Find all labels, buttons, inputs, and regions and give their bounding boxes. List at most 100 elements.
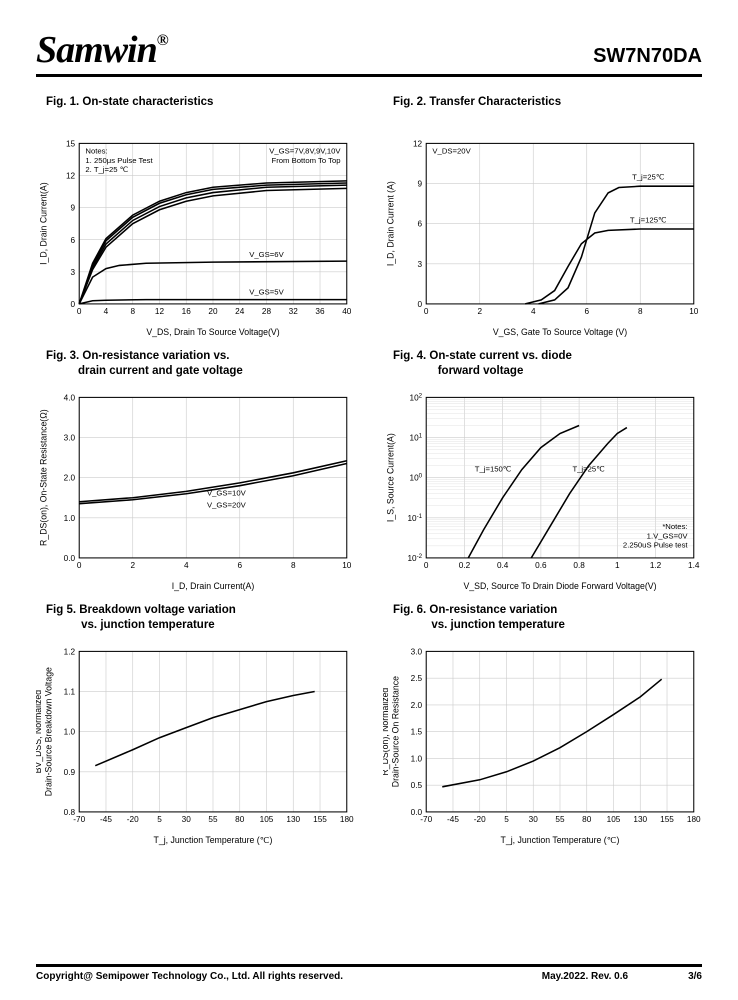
fig-6: Fig. 6. On-resistance variation vs. junc…	[383, 603, 702, 849]
svg-text:30: 30	[182, 815, 192, 824]
svg-text:130: 130	[286, 815, 300, 824]
svg-text:4: 4	[104, 307, 109, 316]
fig-4-chart: 00.20.40.60.811.21.410-210-1100101102V_S…	[383, 385, 702, 595]
svg-text:BV_DSS, NormalizedDrain-Source: BV_DSS, NormalizedDrain-Source Breakdown…	[36, 667, 53, 796]
svg-text:15: 15	[66, 139, 76, 148]
svg-text:0.5: 0.5	[411, 781, 423, 790]
svg-text:Notes:: Notes:	[85, 147, 107, 156]
svg-text:From Bottom To Top: From Bottom To Top	[272, 156, 341, 165]
svg-text:1: 1	[615, 561, 620, 570]
registered-mark: ®	[157, 32, 168, 49]
svg-text:4: 4	[531, 307, 536, 316]
svg-text:0: 0	[77, 307, 82, 316]
svg-text:V_DS=20V: V_DS=20V	[432, 147, 471, 156]
svg-text:3.0: 3.0	[411, 647, 423, 656]
svg-text:0: 0	[424, 561, 429, 570]
page-header: Samwin® SW7N70DA	[36, 28, 702, 77]
svg-text:1.0: 1.0	[64, 514, 76, 523]
svg-text:V_GS=7V,8V,9V,10V: V_GS=7V,8V,9V,10V	[269, 147, 341, 156]
fig-1-title: Fig. 1. On-state characteristics	[36, 95, 355, 125]
svg-text:*Notes:: *Notes:	[662, 522, 687, 531]
svg-text:10-1: 10-1	[407, 512, 422, 523]
svg-text:1.1: 1.1	[64, 688, 76, 697]
svg-text:6: 6	[584, 307, 589, 316]
svg-text:105: 105	[260, 815, 274, 824]
svg-text:V_GS=5V: V_GS=5V	[249, 287, 284, 296]
svg-text:0.4: 0.4	[497, 561, 509, 570]
svg-text:1.0: 1.0	[411, 754, 423, 763]
svg-text:-20: -20	[127, 815, 139, 824]
fig-2: Fig. 2. Transfer Characteristics 0246810…	[383, 95, 702, 341]
svg-text:3: 3	[418, 260, 423, 269]
svg-text:T_j, Junction Temperature (℃): T_j, Junction Temperature (℃)	[501, 835, 620, 845]
svg-text:6: 6	[71, 236, 76, 245]
svg-text:I_D, Drain Current(A): I_D, Drain Current(A)	[172, 581, 255, 591]
svg-text:102: 102	[410, 392, 423, 403]
svg-text:I_D, Drain Current (A): I_D, Drain Current (A)	[385, 181, 395, 266]
svg-text:2.250uS Pulse test: 2.250uS Pulse test	[623, 541, 689, 550]
svg-text:10: 10	[342, 561, 352, 570]
svg-text:1.4: 1.4	[688, 561, 700, 570]
svg-text:0: 0	[424, 307, 429, 316]
svg-text:8: 8	[130, 307, 135, 316]
svg-text:2.0: 2.0	[64, 474, 76, 483]
svg-text:2.0: 2.0	[411, 701, 423, 710]
svg-text:100: 100	[410, 472, 423, 483]
svg-text:I_S, Source Current(A): I_S, Source Current(A)	[385, 433, 395, 522]
svg-text:1.5: 1.5	[411, 728, 423, 737]
svg-text:0.0: 0.0	[411, 808, 423, 817]
svg-text:1.2: 1.2	[64, 647, 76, 656]
svg-text:28: 28	[262, 307, 272, 316]
svg-text:20: 20	[208, 307, 218, 316]
svg-text:24: 24	[235, 307, 245, 316]
svg-text:8: 8	[291, 561, 296, 570]
svg-text:-20: -20	[474, 815, 486, 824]
brand-text: Samwin	[36, 29, 157, 71]
svg-text:0.0: 0.0	[64, 554, 76, 563]
svg-text:T_j, Junction Temperature (℃): T_j, Junction Temperature (℃)	[154, 835, 273, 845]
svg-text:-70: -70	[420, 815, 432, 824]
svg-text:V_GS, Gate To Source Voltage (: V_GS, Gate To Source Voltage (V)	[493, 327, 627, 337]
charts-grid: Fig. 1. On-state characteristics 0481216…	[36, 95, 702, 849]
svg-text:9: 9	[418, 180, 423, 189]
svg-text:8: 8	[638, 307, 643, 316]
svg-text:5: 5	[157, 815, 162, 824]
fig-1-chart: 048121620242832364003691215V_DS, Drain T…	[36, 131, 355, 341]
fig-3-chart: 02468100.01.02.03.04.0I_D, Drain Current…	[36, 385, 355, 595]
svg-text:R_DS(on), NormalizedDrain-Sour: R_DS(on), NormalizedDrain-Source On Resi…	[383, 676, 400, 787]
svg-text:1.V_GS=0V: 1.V_GS=0V	[647, 531, 689, 540]
svg-text:1. 250μs Pulse Test: 1. 250μs Pulse Test	[85, 156, 153, 165]
fig-5-chart: -70-45-2053055801051301551800.80.91.01.1…	[36, 639, 355, 849]
svg-text:0: 0	[77, 561, 82, 570]
svg-text:3.0: 3.0	[64, 434, 76, 443]
svg-text:12: 12	[155, 307, 165, 316]
svg-text:3: 3	[71, 268, 76, 277]
svg-text:30: 30	[529, 815, 539, 824]
fig-1: Fig. 1. On-state characteristics 0481216…	[36, 95, 355, 341]
svg-text:105: 105	[607, 815, 621, 824]
revision-date: May.2022. Rev. 0.6	[542, 971, 628, 982]
copyright-text: Copyright@ Semipower Technology Co., Ltd…	[36, 971, 343, 982]
svg-text:130: 130	[633, 815, 647, 824]
svg-text:R_DS(on), On-State Resistance(: R_DS(on), On-State Resistance(Ω)	[38, 409, 48, 546]
svg-text:180: 180	[340, 815, 354, 824]
svg-text:0.8: 0.8	[573, 561, 585, 570]
fig-2-chart: 0246810036912V_GS, Gate To Source Voltag…	[383, 131, 702, 341]
svg-text:4: 4	[184, 561, 189, 570]
svg-text:2. T_j=25 ℃: 2. T_j=25 ℃	[85, 165, 128, 174]
svg-text:0: 0	[418, 300, 423, 309]
svg-text:32: 32	[289, 307, 299, 316]
brand-logo: Samwin®	[36, 28, 168, 72]
svg-text:V_GS=20V: V_GS=20V	[207, 501, 247, 510]
fig-6-chart: -70-45-2053055801051301551800.00.51.01.5…	[383, 639, 702, 849]
svg-text:1.2: 1.2	[650, 561, 662, 570]
svg-text:10: 10	[689, 307, 699, 316]
svg-text:V_GS=6V: V_GS=6V	[249, 250, 284, 259]
svg-text:9: 9	[71, 204, 76, 213]
svg-text:80: 80	[235, 815, 245, 824]
svg-text:5: 5	[504, 815, 509, 824]
svg-text:2: 2	[130, 561, 135, 570]
svg-text:0.6: 0.6	[535, 561, 547, 570]
svg-text:2.5: 2.5	[411, 674, 423, 683]
svg-text:V_GS=10V: V_GS=10V	[207, 489, 247, 498]
